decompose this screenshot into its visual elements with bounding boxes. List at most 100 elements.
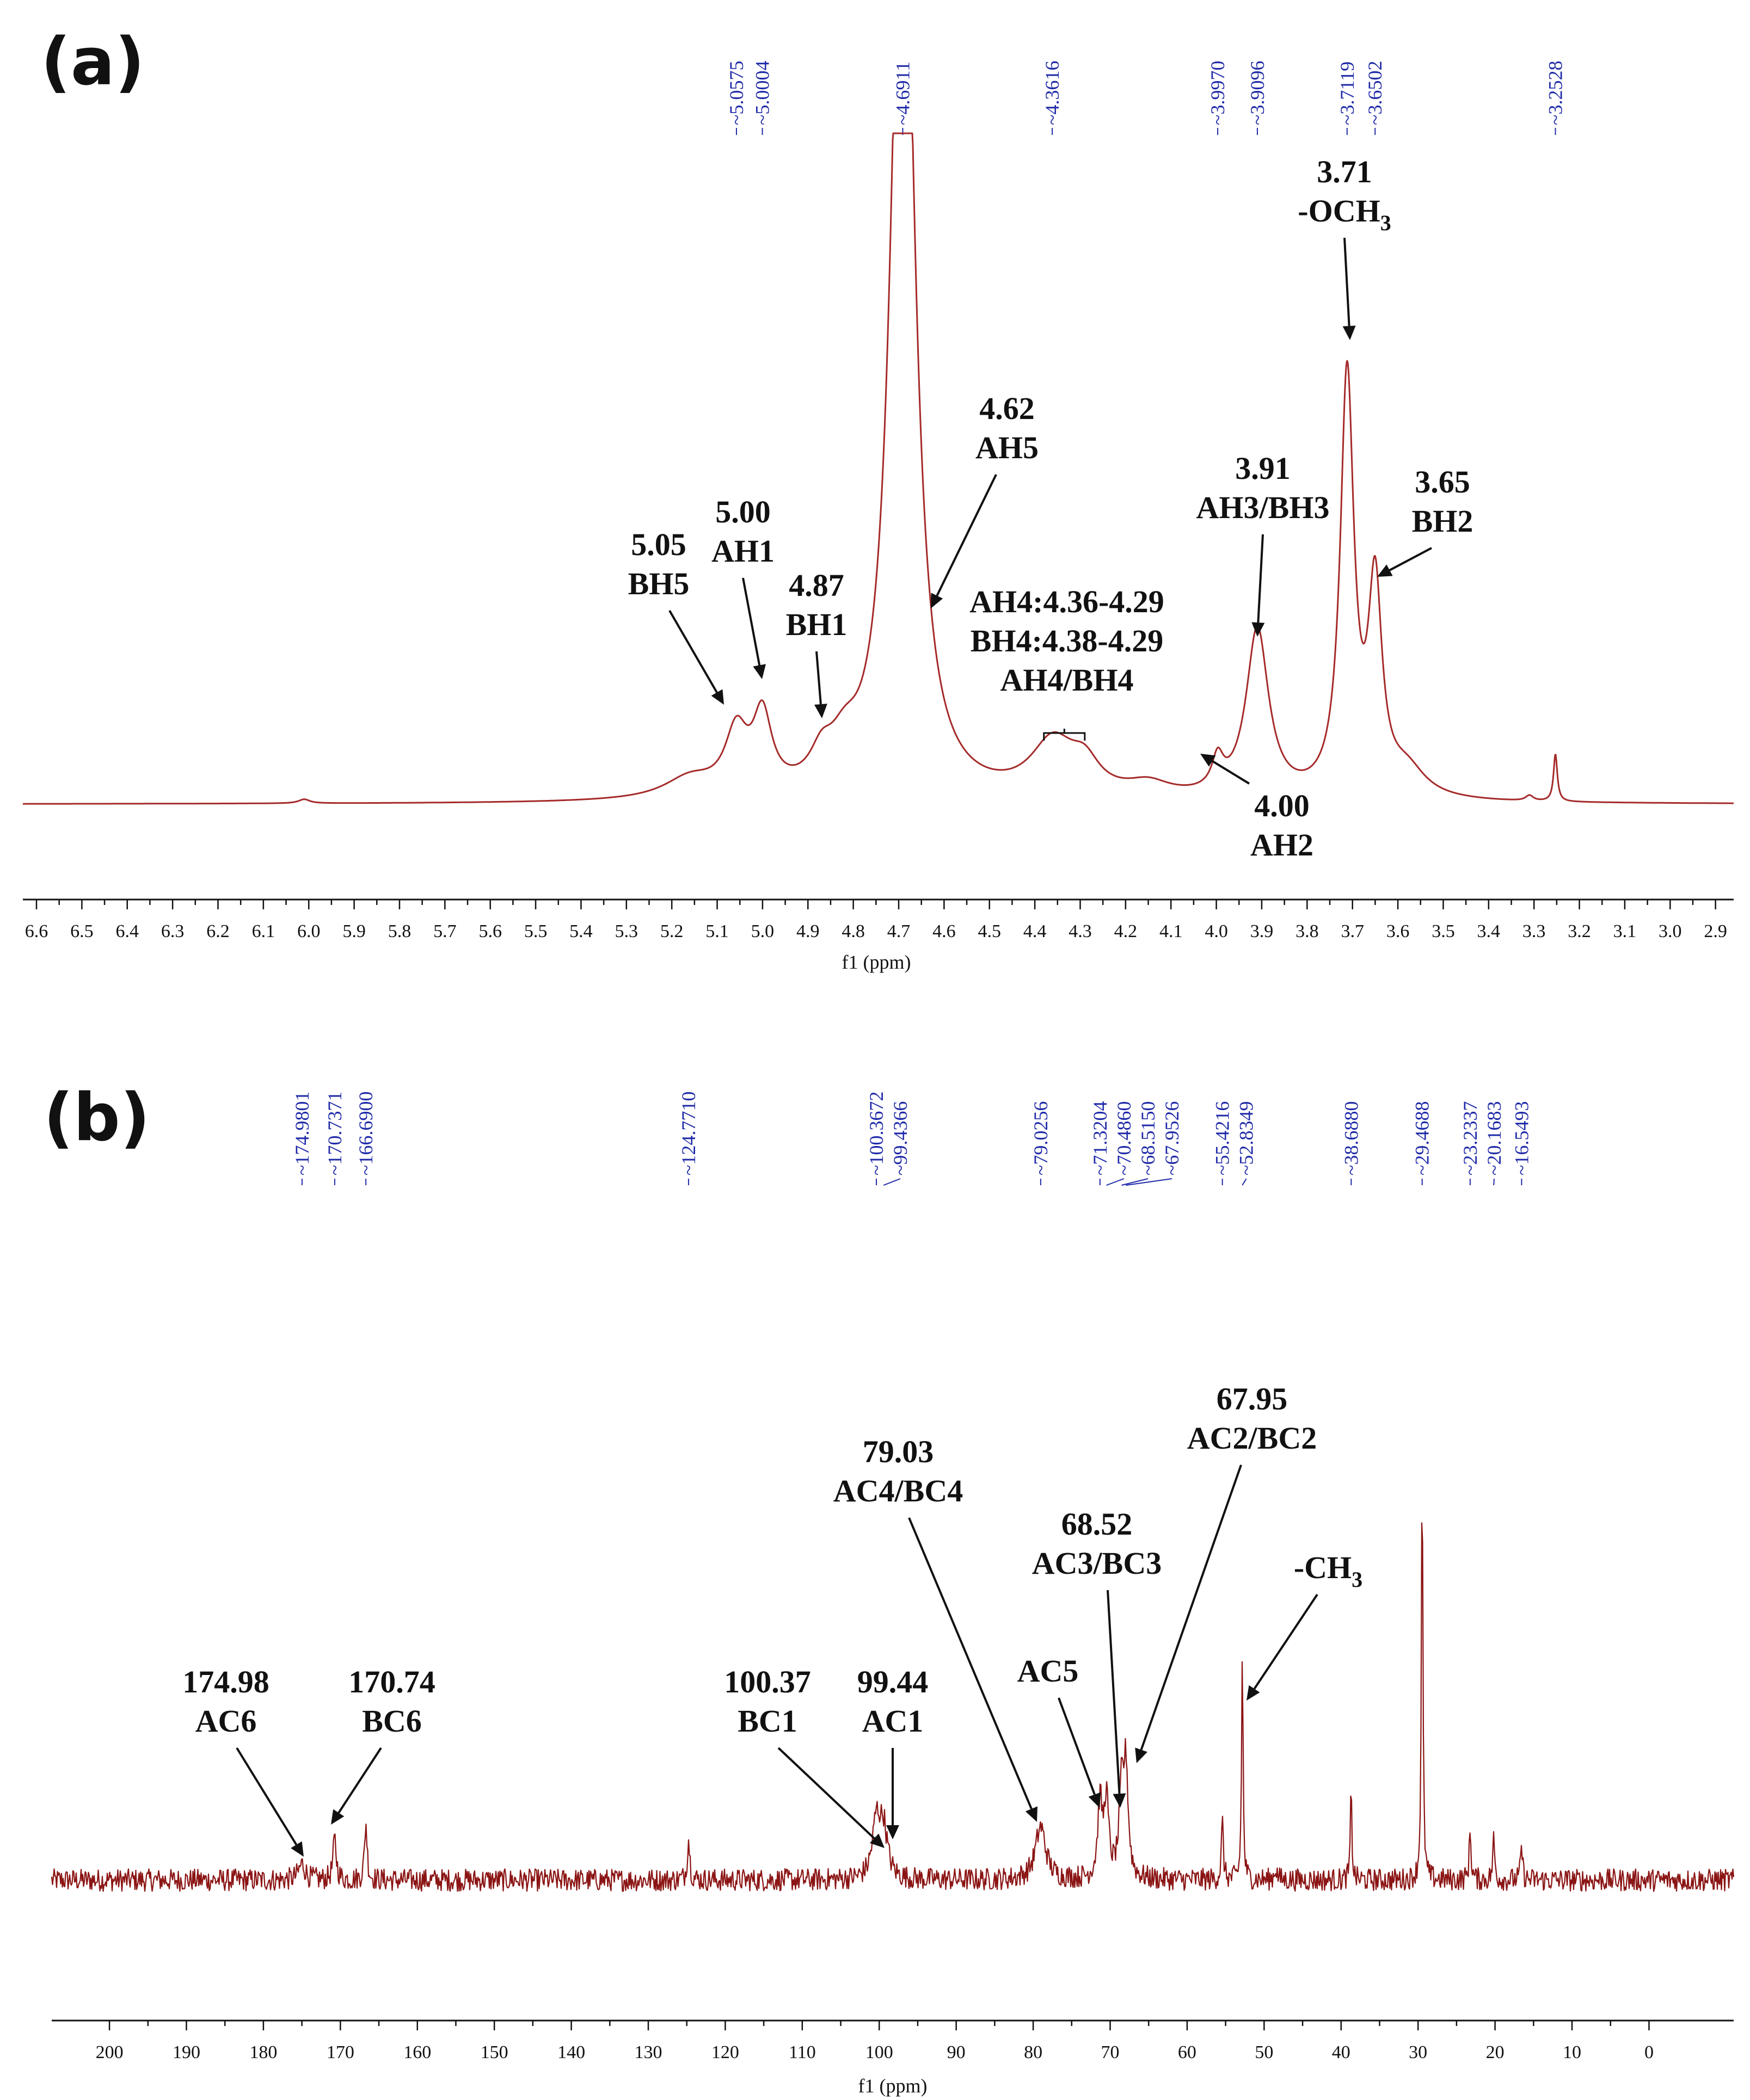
peak-annotation-label: 79.03 [863,1434,934,1469]
x-tick-label: 60 [1178,2042,1196,2062]
peak-list-tick [1106,1178,1125,1186]
peak-annotation-label: BH5 [628,566,690,601]
panel-b-tag: (b) [44,1080,150,1156]
annotation-arrowhead [291,1841,304,1857]
annotation-arrowhead [1342,325,1356,340]
peak-list-label: ~70.4860 [1113,1101,1135,1175]
annotation-arrowhead [1088,1792,1101,1808]
peak-annotation-label: BH4:4.38-4.29 [971,623,1163,658]
annotation-arrowhead [1135,1747,1147,1763]
panel-b-spectrum-trace [51,1522,1735,1892]
x-tick-label: 140 [557,2042,585,2062]
x-tick-label: 6.6 [25,921,48,941]
x-tick-label: 70 [1101,2042,1120,2062]
peak-annotation-label: AH1 [711,533,775,569]
x-tick-label: 5.3 [615,921,638,941]
peak-annotation-label: AC2/BC2 [1187,1420,1317,1456]
annotation-arrowhead [1377,564,1393,577]
x-tick-label: 2.9 [1704,921,1727,941]
x-tick-label: 3.6 [1386,921,1410,941]
annotation-arrow [1389,547,1432,571]
annotation-arrow [1343,237,1350,327]
peak-list-label: ~3.9096 [1247,61,1268,125]
peak-annotation-label: 3.91 [1235,451,1291,486]
panel-a-annotations: 5.05 BH5 5.00 AH1 4.87 BH1 4.62 AH5 AH4:4.36-4.2… [628,154,1473,863]
peak-annotation-label: AH5 [975,430,1039,465]
peak-list-tick [883,1178,901,1186]
annotation-arrowhead [1200,754,1216,767]
x-tick-label: 3.3 [1522,921,1546,941]
peak-annotation-label: BC6 [362,1703,422,1739]
peak-annotation-label: AH4/BH4 [1000,662,1134,698]
peak-annotation-label: 68.52 [1061,1506,1133,1542]
annotation-arrowhead [814,704,827,718]
peak-list-label: ~166.6900 [355,1092,377,1175]
peak-list-tick [1126,1178,1172,1186]
peak-annotation-label: 3.71 [1317,154,1372,189]
peak-list-label: ~3.7119 [1336,61,1358,125]
peak-annotation-label: 5.00 [715,494,771,529]
annotation-arrowhead [1247,1685,1260,1701]
x-tick-label: 5.7 [433,921,457,941]
panel-a-spectrum-trace [22,132,1734,805]
x-tick-label: 4.4 [1023,921,1047,941]
x-tick-label: 4.2 [1114,921,1138,941]
peak-annotation-label: -OCH3 [1298,193,1391,235]
peak-list-label: ~5.0004 [752,61,773,125]
x-tick-label: 6.4 [115,921,139,941]
x-tick-label: 100 [865,2042,893,2062]
x-tick-label: 6.2 [206,921,230,941]
annotation-arrow [1257,534,1264,623]
annotation-arrow [742,577,761,666]
annotation-arrow [668,609,718,693]
peak-annotation-label: AC6 [195,1703,257,1739]
annotation-arrow [1140,1464,1242,1751]
x-tick-label: 5.9 [342,921,366,941]
x-tick-label: 5.6 [478,921,502,941]
annotation-arrow [337,1747,382,1814]
panel-b-peak-list: ~174.9801 ~170.7371 ~166.6900 ~124.7710 ~100… [291,1092,1532,1186]
annotation-arrowhead [886,1825,899,1839]
annotation-arrowhead [1251,622,1265,637]
peak-list-label: ~23.2337 [1459,1101,1481,1175]
peak-annotation-label: 4.87 [789,568,844,603]
peak-list-label: ~100.3672 [865,1092,887,1175]
x-tick-label: 4.8 [842,921,865,941]
panel-a-tag: (a) [41,24,145,100]
peak-list-label: ~4.6911 [892,61,913,125]
x-tick-label: 20 [1486,2042,1505,2062]
x-tick-label: 150 [481,2042,508,2062]
x-tick-label: 4.0 [1205,921,1228,941]
annotation-arrow [1253,1593,1318,1690]
x-tick-label: 3.4 [1477,921,1501,941]
x-tick-label: 50 [1255,2042,1273,2062]
x-tick-label: 30 [1409,2042,1427,2062]
peak-annotation-label: AC5 [1017,1653,1079,1689]
x-tick-label: 3.9 [1250,921,1274,941]
peak-list-label: ~4.3616 [1041,61,1063,125]
peak-list-label: ~67.9526 [1161,1101,1183,1175]
peak-annotation-label: BH1 [786,607,848,642]
annotation-arrowhead [331,1809,345,1825]
peak-list-label: ~3.9970 [1207,61,1229,125]
x-tick-label: 4.3 [1069,921,1092,941]
peak-list-label: ~124.7710 [678,1092,699,1175]
annotation-arrowhead [711,689,724,705]
annotation-arrowhead [1113,1793,1126,1808]
peak-list-label: ~55.4216 [1212,1101,1233,1175]
annotation-arrow [936,474,997,596]
x-tick-label: 3.1 [1613,921,1637,941]
peak-annotation-label: 99.44 [857,1664,929,1699]
peak-annotation-label: AC3/BC3 [1032,1545,1162,1581]
x-tick-label: 10 [1563,2042,1581,2062]
panel-b-x-ticks: 200 190 180 170 160 150 140 130 120 110 100 90 80 70 6… [96,2021,1654,2062]
x-tick-label: 4.6 [932,921,956,941]
annotation-arrow [236,1747,298,1845]
peak-annotation-label: -CH3 [1294,1550,1362,1592]
x-tick-label: 3.0 [1659,921,1682,941]
peak-list-label: ~99.4366 [889,1101,911,1175]
x-tick-label: 200 [96,2042,124,2062]
peak-annotation-label: 174.98 [182,1664,269,1699]
panel-a-peak-list: ~5.0575 ~5.0004 ~4.6911 ~4.3616 ~3.9970 ~3.90… [726,61,1567,135]
peak-annotation-label: 170.74 [348,1664,435,1699]
